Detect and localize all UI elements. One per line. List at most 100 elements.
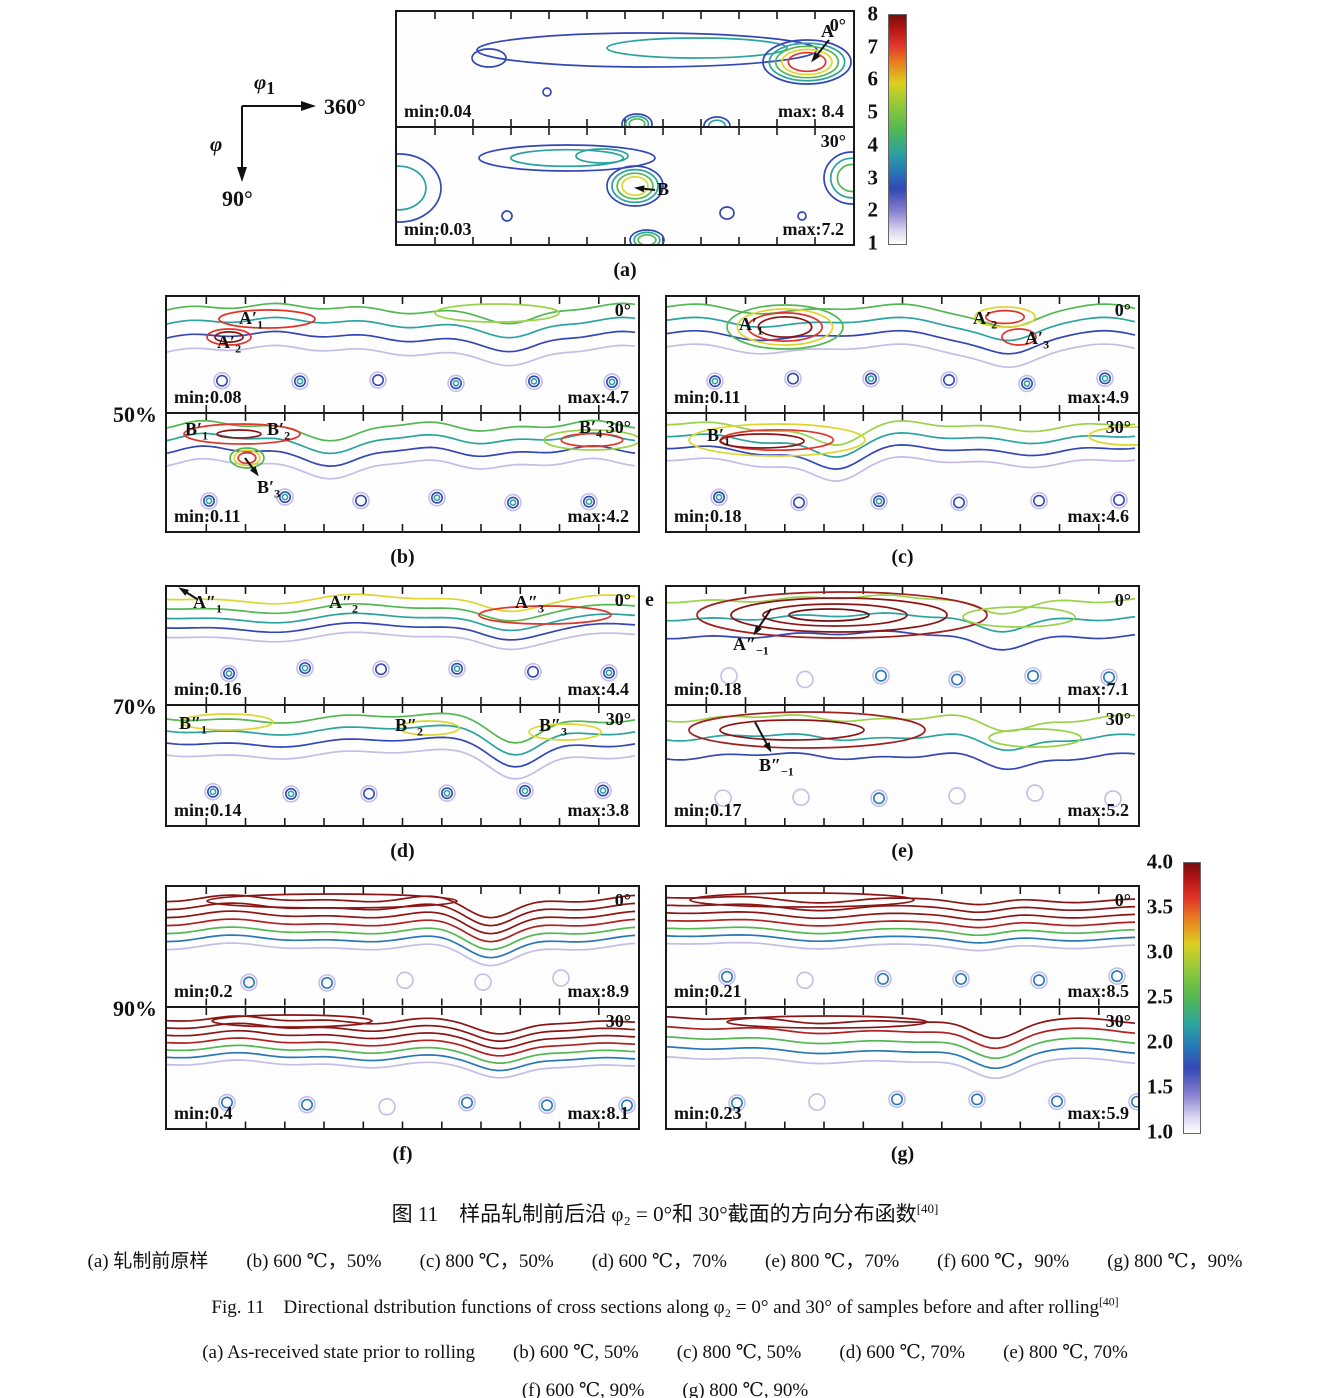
row-label-2: 90% bbox=[113, 996, 157, 1021]
panel-e-peak-label: B″−1 bbox=[759, 756, 794, 778]
panel-d-peak-label: B″1 bbox=[179, 714, 207, 736]
panel-c-section-1-min-label: min:0.18 bbox=[674, 506, 742, 526]
panel-d-contour-plot bbox=[167, 587, 636, 704]
colorbar-top: 8 7 6 5 4 3 2 1 bbox=[854, 2, 907, 255]
panel-f-section-0-angle-label: 0° bbox=[614, 890, 631, 910]
peak-label-base: B″ bbox=[179, 713, 201, 733]
panel-b-caption: (b) bbox=[390, 546, 415, 568]
peak-label-subscript: −1 bbox=[780, 764, 794, 779]
row-label-0: 50% bbox=[113, 402, 157, 427]
peak-label-base: A″ bbox=[193, 592, 216, 612]
peak-label-base: A″ bbox=[515, 592, 538, 612]
panel-c-peak-label: A′1 bbox=[739, 315, 763, 337]
panel-b-section-30deg: 30° min:0.11 max:4.2 B′1 B′2 B′3 B′4 bbox=[165, 414, 640, 533]
panel-g-section-0-angle-label: 0° bbox=[1114, 890, 1131, 910]
panel-e-contour-plot bbox=[667, 706, 1136, 825]
cbar-top-tick-0: 8 bbox=[867, 1, 879, 26]
peak-label-base: A′ bbox=[239, 308, 258, 328]
caption-zh-title: 图 11 样品轧制前后沿 φ₂ = 0°和 30°截面的方向分布函数[40] bbox=[0, 1198, 1330, 1228]
panel-c-section-0-min-label: min:0.11 bbox=[674, 387, 741, 407]
panel-c-contour-plot bbox=[667, 297, 1136, 412]
peak-label-base: A′ bbox=[217, 332, 236, 352]
peak-label-base: A′ bbox=[973, 308, 992, 328]
peak-label-subscript: 3 bbox=[537, 601, 544, 616]
panel-f: 0° min:0.2 max:8.9 30° min:0.4 max:8.1 (f) bbox=[165, 885, 640, 1165]
panel-c-caption: (c) bbox=[891, 546, 914, 568]
peak-label-subscript: −1 bbox=[755, 643, 769, 658]
panel-g-section-0-max-label: max:8.5 bbox=[1067, 980, 1130, 1001]
panel-f-section-0deg: 0° min:0.2 max:8.9 bbox=[165, 885, 640, 1008]
panel-d-section-1-angle-label: 30° bbox=[605, 709, 631, 729]
panel-g-section-0deg: 0° min:0.21 max:8.5 bbox=[665, 885, 1140, 1008]
panel-d-section-0-max-label: max:4.4 bbox=[567, 679, 630, 699]
panel-e-peak-label: A″−1 bbox=[733, 635, 769, 657]
caption-zh-title-ref: [40] bbox=[916, 1201, 939, 1216]
panel-b-section-0-angle-label: 0° bbox=[614, 300, 631, 320]
panel-e-section-1-angle-label: 30° bbox=[1105, 709, 1131, 729]
panel-d: 0° min:0.16 max:4.4 A″1 A″2 A″3 30° min:0.14 max… bbox=[165, 585, 640, 862]
peak-label-base: B′ bbox=[257, 477, 275, 497]
panel-c-contour-plot bbox=[667, 414, 1138, 531]
panel-a-caption: (a) bbox=[613, 259, 637, 281]
panel-f-section-0-min-label: min:0.2 bbox=[174, 980, 233, 1001]
panel-b-section-1-min-label: min:0.11 bbox=[174, 506, 241, 526]
caption-en-title: Fig. 11 Directional dstribution function… bbox=[0, 1292, 1330, 1319]
panel-a: 0° min:0.04 max: 8.4 A 30° min:0.03 max:7.2 B (a… bbox=[395, 10, 855, 281]
panel-a-contour-plot bbox=[397, 128, 853, 244]
panel-g-section-1-min-label: min:0.23 bbox=[674, 1103, 742, 1123]
panel-b-section-0-min-label: min:0.08 bbox=[174, 387, 242, 407]
panel-c-peak-label: A′2 bbox=[973, 309, 997, 331]
panel-a-section-1-max-label: max:7.2 bbox=[782, 219, 845, 239]
panel-a-peak-label: A bbox=[821, 22, 834, 44]
panel-b-contour-plot bbox=[167, 414, 638, 531]
panel-e-tag: e bbox=[645, 589, 654, 611]
panel-d-section-1-max-label: max:3.8 bbox=[567, 800, 630, 820]
panel-e-caption: (e) bbox=[891, 840, 914, 862]
panel-g-contour-plot bbox=[667, 1007, 1138, 1128]
panel-f-section-1-angle-label: 30° bbox=[605, 1010, 631, 1031]
phi1-subscript: 1 bbox=[266, 78, 276, 99]
cbar-top-tick-1: 7 bbox=[867, 34, 879, 59]
peak-label-subscript: 1 bbox=[757, 323, 764, 338]
row-label-1: 70% bbox=[113, 694, 157, 719]
phi1-axis-label: φ1 bbox=[254, 72, 275, 98]
panel-f-section-1-max-label: max:8.1 bbox=[567, 1103, 630, 1123]
panel-a-section-0deg: 0° min:0.04 max: 8.4 A bbox=[395, 10, 855, 128]
panel-b-peak-label: B′2 bbox=[267, 420, 290, 442]
peak-label-subscript: 3 bbox=[560, 724, 567, 739]
cbar-top-tick-3: 5 bbox=[867, 99, 879, 124]
caption-zh-title-text: 图 11 样品轧制前后沿 φ₂ = 0°和 30°截面的方向分布函数 bbox=[391, 1202, 917, 1226]
peak-label-subscript: 2 bbox=[351, 601, 358, 616]
cbar-top-tick-6: 2 bbox=[867, 197, 879, 222]
panel-f-contour-plot bbox=[167, 1007, 636, 1128]
peak-label-base: A″ bbox=[733, 634, 756, 654]
panel-c-section-1-max-label: max:4.6 bbox=[1067, 506, 1130, 526]
colorbar-bottom: 4.0 3.5 3.0 2.5 2.0 1.5 1.0 bbox=[1135, 850, 1201, 1144]
panel-e-section-1-min-label: min:0.17 bbox=[674, 800, 742, 820]
peak-label-base: B′ bbox=[579, 417, 597, 437]
peak-label-base: A′ bbox=[739, 314, 758, 334]
panel-d-section-0-angle-label: 0° bbox=[614, 590, 631, 610]
peak-label-base: B bbox=[657, 179, 670, 199]
panel-a-section-0-max-label: max: 8.4 bbox=[778, 101, 844, 121]
panel-g-contour-plot bbox=[667, 887, 1136, 1006]
panel-c-section-30deg: 30° min:0.18 max:4.6 B′1 bbox=[665, 414, 1140, 533]
panel-d-peak-label: A″1 bbox=[193, 593, 222, 615]
panel-c: 0° min:0.11 max:4.9 A′1 A′2 A′3 30° min:0.18 max… bbox=[665, 295, 1140, 568]
panel-f-section-1-min-label: min:0.4 bbox=[174, 1103, 233, 1123]
panel-a-section-1-angle-label: 30° bbox=[820, 131, 846, 151]
peak-label-subscript: 2 bbox=[284, 428, 291, 443]
panel-e-section-30deg: 30° min:0.17 max:5.2 B″−1 bbox=[665, 706, 1140, 827]
panel-b-section-1-angle-label: 30° bbox=[605, 417, 631, 437]
panel-e-section-0-angle-label: 0° bbox=[1114, 590, 1131, 610]
cbar-bottom-tick-2: 3.0 bbox=[1146, 939, 1173, 964]
panel-c-section-0-angle-label: 0° bbox=[1114, 300, 1131, 320]
panel-e: 0° min:0.18 max:7.1 A″−1 30° min:0.17 max:5.2 B… bbox=[645, 585, 1140, 862]
peak-label-base: A′ bbox=[1025, 328, 1044, 348]
panel-c-section-1-angle-label: 30° bbox=[1105, 417, 1131, 437]
panel-g-section-1-max-label: max:5.9 bbox=[1067, 1103, 1130, 1123]
caption-en-title-ref: [40] bbox=[1098, 1295, 1119, 1309]
caption-en-items-2: (f) 600 ℃, 90% (g) 800 ℃, 90% bbox=[521, 1380, 809, 1398]
panel-a-section-0-min-label: min:0.04 bbox=[404, 101, 472, 121]
cbar-bottom-tick-3: 2.5 bbox=[1146, 984, 1173, 1009]
